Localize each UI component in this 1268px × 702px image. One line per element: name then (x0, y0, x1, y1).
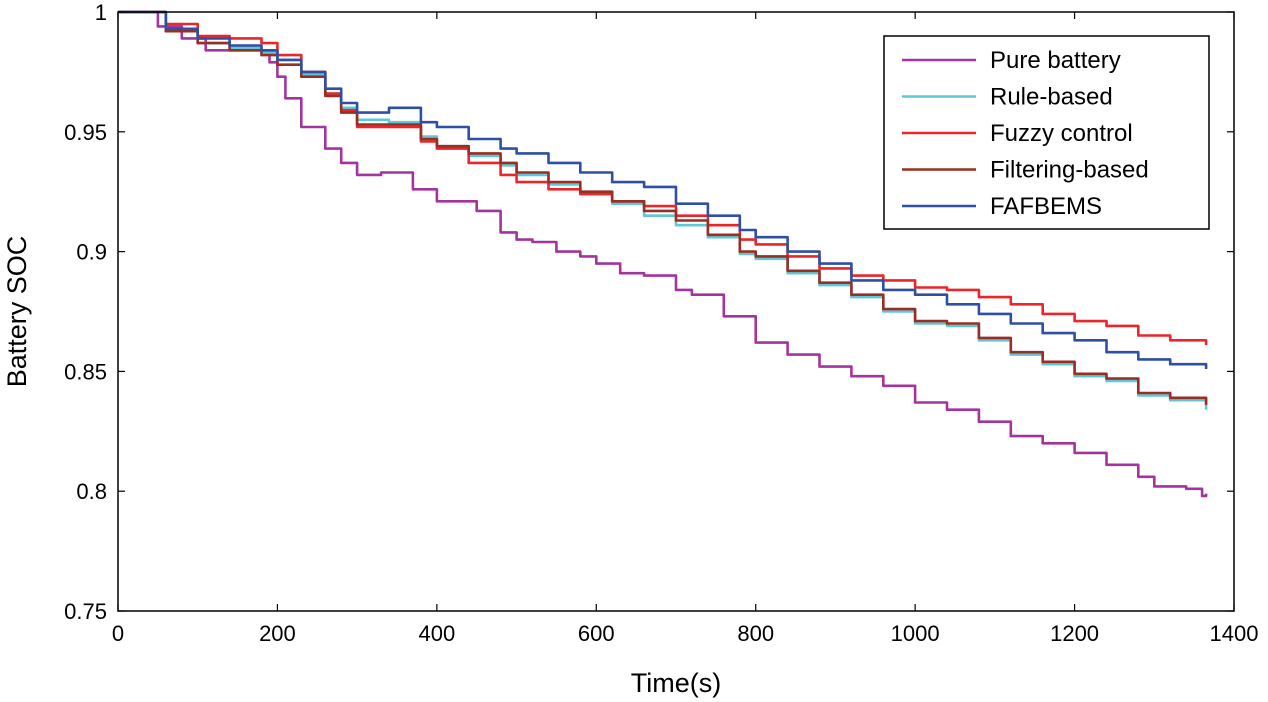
series-line-0 (118, 10, 1208, 498)
x-axis-title: Time(s) (631, 668, 721, 698)
legend-label: Filtering-based (990, 157, 1149, 184)
y-tick-label: 0.95 (64, 120, 107, 145)
series-layer (118, 10, 1208, 498)
x-tick-label: 1200 (1050, 621, 1099, 646)
legend-label: Pure battery (990, 47, 1121, 74)
y-tick-label: 0.85 (64, 359, 107, 384)
legend-items: Pure battery Rule-based Fuzzy control Filte… (902, 47, 1149, 220)
legend-label: Fuzzy control (990, 120, 1133, 147)
x-tick-label: 600 (578, 621, 615, 646)
ticks-layer: 0 200 400 600 800 1000 1200 1400 0.75 0.8 0.85 0.9 0… (64, 0, 1258, 646)
x-tick-label: 0 (112, 621, 124, 646)
x-tick-label: 800 (737, 621, 774, 646)
y-tick-label: 0.75 (64, 599, 107, 624)
legend-label: FAFBEMS (990, 193, 1102, 220)
x-tick-label: 400 (418, 621, 455, 646)
legend: Pure battery Rule-based Fuzzy control Filte… (883, 35, 1210, 230)
legend-label: Rule-based (990, 84, 1113, 111)
plot-frame (117, 11, 1235, 612)
y-tick-label: 0.8 (76, 479, 107, 504)
y-axis-title: Battery SOC (2, 236, 32, 388)
y-tick-label: 1 (95, 0, 107, 25)
x-tick-label: 1400 (1210, 621, 1259, 646)
x-tick-label: 200 (259, 621, 296, 646)
series-line-4 (118, 10, 1208, 369)
y-tick-label: 0.9 (76, 240, 107, 265)
x-tick-label: 1000 (891, 621, 940, 646)
